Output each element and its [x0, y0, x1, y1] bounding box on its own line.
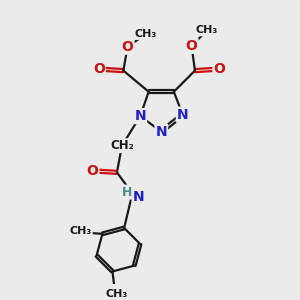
Text: N: N [134, 109, 146, 123]
Text: O: O [93, 62, 105, 76]
Text: N: N [155, 124, 167, 139]
Text: CH₃: CH₃ [105, 289, 127, 299]
Text: CH₃: CH₃ [135, 29, 157, 39]
Text: O: O [186, 39, 197, 53]
Text: O: O [122, 40, 134, 54]
Text: H: H [122, 186, 133, 199]
Text: CH₂: CH₂ [110, 139, 134, 152]
Text: CH₃: CH₃ [70, 226, 92, 236]
Text: N: N [133, 190, 144, 204]
Text: O: O [214, 62, 225, 76]
Text: CH₃: CH₃ [196, 26, 218, 35]
Text: O: O [86, 164, 98, 178]
Text: N: N [177, 108, 188, 122]
